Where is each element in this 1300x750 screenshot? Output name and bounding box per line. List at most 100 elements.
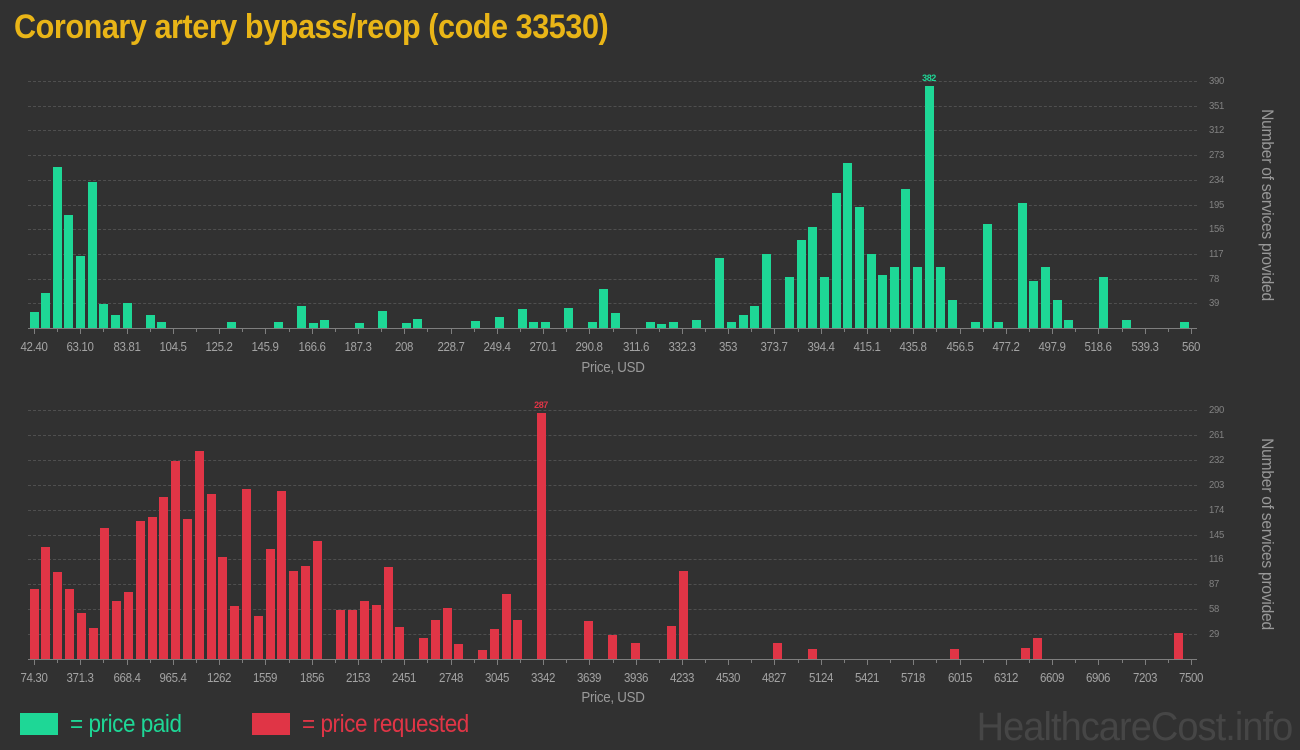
bar-price-requested[interactable] — [312, 541, 322, 659]
bar-price-paid[interactable] — [1017, 203, 1027, 328]
bar-price-paid[interactable] — [541, 322, 551, 328]
bar-price-paid[interactable] — [657, 324, 667, 328]
bar-price-requested[interactable] — [430, 620, 440, 659]
bar-price-requested[interactable] — [501, 594, 511, 659]
bar-price-paid[interactable] — [64, 215, 74, 328]
bar-price-paid[interactable] — [413, 319, 423, 328]
bar-price-requested[interactable] — [359, 601, 369, 659]
bar-price-requested[interactable] — [536, 413, 546, 659]
bar-price-paid[interactable] — [378, 311, 388, 328]
bar-price-requested[interactable] — [159, 497, 169, 659]
bar-price-requested[interactable] — [194, 451, 204, 659]
bar-price-paid[interactable] — [494, 317, 504, 328]
bar-price-requested[interactable] — [418, 638, 428, 659]
bar-price-paid[interactable] — [610, 313, 620, 328]
bar-price-paid[interactable] — [529, 322, 539, 328]
bar-price-requested[interactable] — [41, 547, 51, 659]
bar-price-paid[interactable] — [947, 300, 957, 328]
bar-price-paid[interactable] — [750, 306, 760, 328]
bar-price-paid[interactable] — [41, 293, 51, 328]
bar-price-requested[interactable] — [182, 519, 192, 659]
bar-price-requested[interactable] — [277, 491, 287, 659]
bar-price-paid[interactable] — [645, 322, 655, 328]
bar-price-requested[interactable] — [666, 626, 676, 659]
bar-price-paid[interactable] — [1029, 281, 1039, 328]
bar-price-paid[interactable] — [761, 254, 771, 328]
bar-price-requested[interactable] — [218, 557, 228, 659]
bar-price-paid[interactable] — [87, 182, 97, 328]
bar-price-requested[interactable] — [230, 606, 240, 659]
bar-price-paid[interactable] — [308, 323, 318, 328]
bar-price-paid[interactable] — [599, 289, 609, 328]
bar-price-paid[interactable] — [1040, 267, 1050, 328]
bar-price-requested[interactable] — [253, 616, 263, 659]
bar-price-requested[interactable] — [300, 566, 310, 659]
bar-price-paid[interactable] — [1180, 322, 1190, 328]
bar-price-requested[interactable] — [513, 620, 523, 659]
bar-price-requested[interactable] — [1020, 648, 1030, 659]
bar-price-paid[interactable] — [320, 320, 330, 328]
bar-price-paid[interactable] — [936, 267, 946, 328]
bar-price-paid[interactable] — [796, 240, 806, 328]
bar-price-requested[interactable] — [383, 567, 393, 659]
bar-price-requested[interactable] — [88, 628, 98, 659]
bar-price-requested[interactable] — [147, 517, 157, 659]
bar-price-requested[interactable] — [336, 610, 346, 659]
bar-price-requested[interactable] — [442, 608, 452, 659]
bar-price-paid[interactable] — [971, 322, 981, 328]
bar-price-paid[interactable] — [587, 322, 597, 328]
bar-price-paid[interactable] — [924, 86, 934, 328]
bar-price-paid[interactable] — [866, 254, 876, 328]
bar-price-paid[interactable] — [1064, 320, 1074, 328]
bar-price-paid[interactable] — [1052, 300, 1062, 328]
bar-price-paid[interactable] — [99, 304, 109, 328]
bar-price-requested[interactable] — [112, 601, 122, 659]
bar-price-paid[interactable] — [668, 322, 678, 328]
bar-price-paid[interactable] — [1099, 277, 1109, 328]
bar-price-paid[interactable] — [110, 315, 120, 328]
bar-price-requested[interactable] — [949, 649, 959, 659]
bar-price-requested[interactable] — [123, 592, 133, 659]
bar-price-paid[interactable] — [692, 320, 702, 328]
bar-price-requested[interactable] — [265, 549, 275, 659]
bar-price-requested[interactable] — [76, 613, 86, 659]
bar-price-paid[interactable] — [831, 193, 841, 328]
bar-price-requested[interactable] — [631, 643, 641, 659]
bar-price-requested[interactable] — [289, 571, 299, 659]
bar-price-paid[interactable] — [878, 275, 888, 328]
bar-price-requested[interactable] — [489, 629, 499, 659]
bar-price-requested[interactable] — [348, 610, 358, 659]
bar-price-paid[interactable] — [738, 315, 748, 328]
bar-price-paid[interactable] — [843, 163, 853, 328]
bar-price-paid[interactable] — [355, 323, 365, 328]
bar-price-requested[interactable] — [1032, 638, 1042, 659]
bar-price-paid[interactable] — [727, 322, 737, 328]
bar-price-paid[interactable] — [401, 323, 411, 328]
bar-price-paid[interactable] — [564, 308, 574, 328]
bar-price-paid[interactable] — [29, 312, 39, 328]
bar-price-requested[interactable] — [772, 643, 782, 659]
bar-price-paid[interactable] — [1122, 320, 1132, 328]
bar-price-paid[interactable] — [901, 189, 911, 328]
bar-price-paid[interactable] — [296, 306, 306, 328]
bar-price-paid[interactable] — [913, 267, 923, 328]
bar-price-requested[interactable] — [808, 649, 818, 659]
bar-price-paid[interactable] — [854, 207, 864, 328]
bar-price-requested[interactable] — [100, 528, 110, 659]
bar-price-requested[interactable] — [678, 571, 688, 659]
bar-price-requested[interactable] — [29, 589, 39, 659]
bar-price-paid[interactable] — [982, 224, 992, 328]
bar-price-paid[interactable] — [517, 309, 527, 328]
bar-price-requested[interactable] — [477, 650, 487, 659]
bar-price-paid[interactable] — [157, 322, 167, 328]
bar-price-requested[interactable] — [206, 494, 216, 659]
bar-price-requested[interactable] — [64, 589, 74, 659]
bar-price-requested[interactable] — [454, 644, 464, 659]
bar-price-paid[interactable] — [785, 277, 795, 328]
bar-price-paid[interactable] — [145, 315, 155, 328]
bar-price-requested[interactable] — [371, 605, 381, 659]
bar-price-paid[interactable] — [994, 322, 1004, 328]
bar-price-paid[interactable] — [471, 321, 481, 328]
bar-price-paid[interactable] — [122, 303, 132, 328]
bar-price-requested[interactable] — [135, 521, 145, 659]
